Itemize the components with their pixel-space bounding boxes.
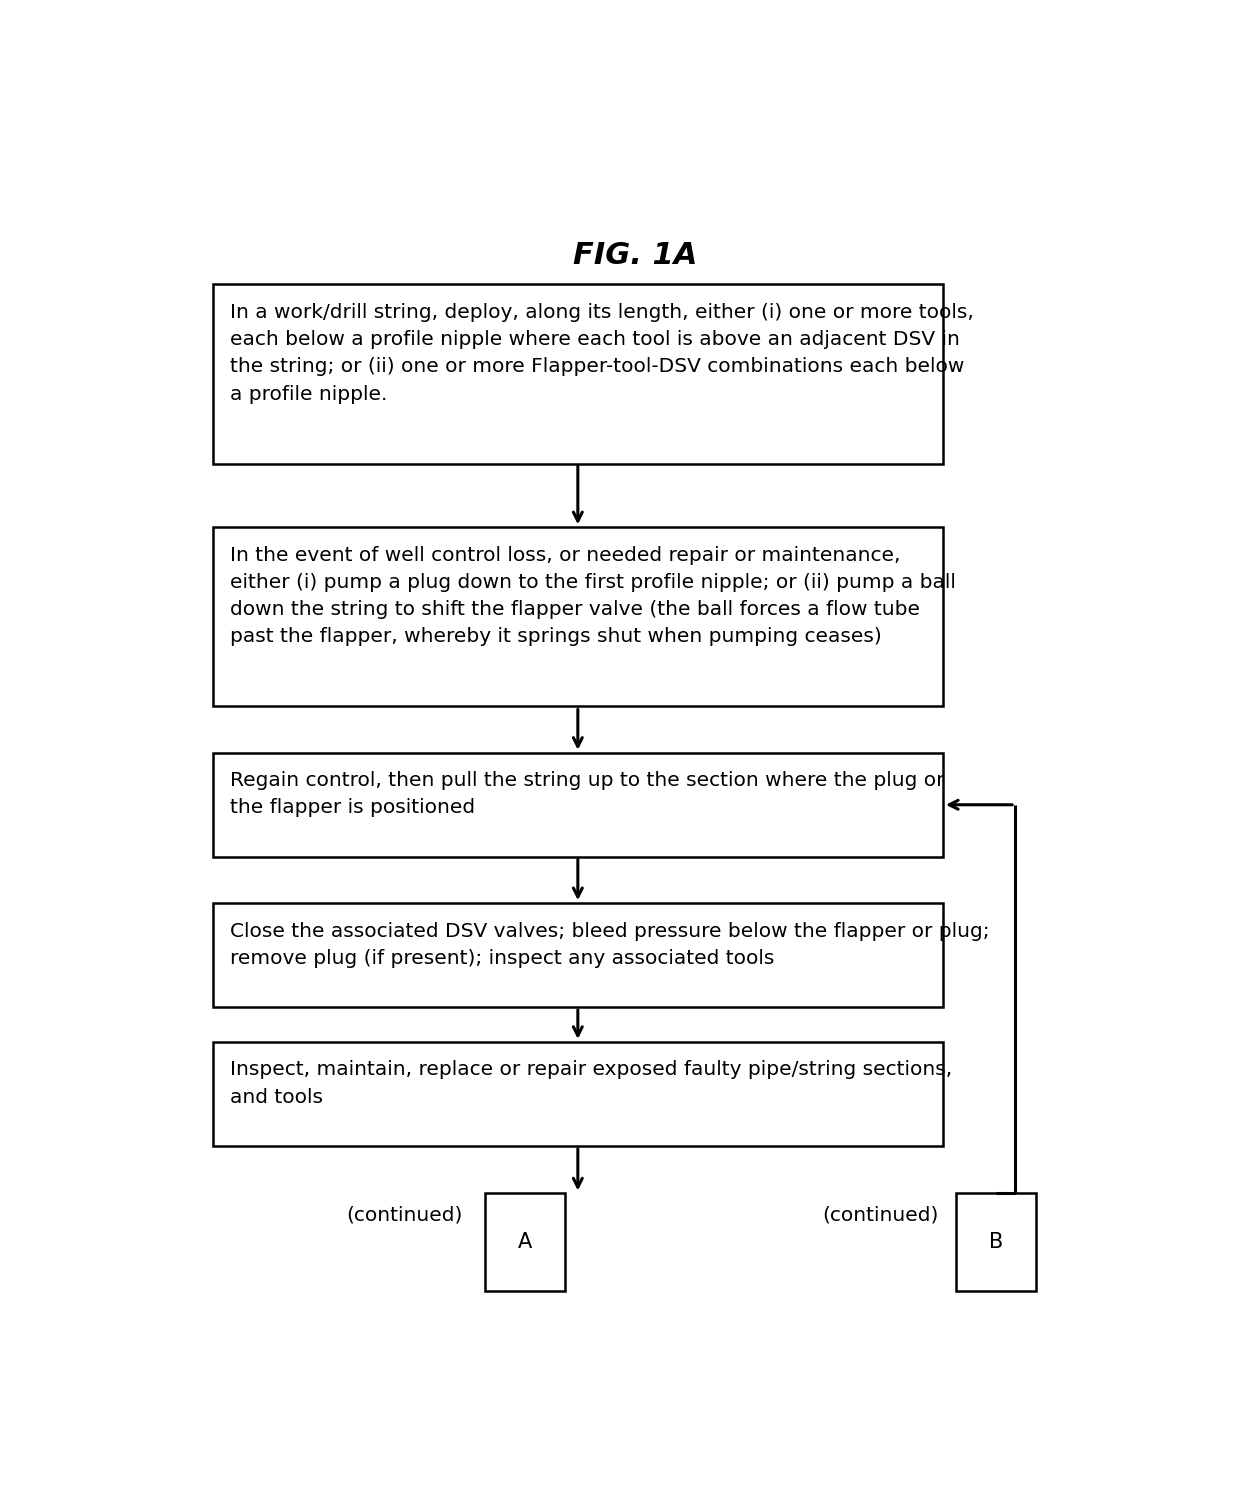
Text: In the event of well control loss, or needed repair or maintenance,
either (i) p: In the event of well control loss, or ne… bbox=[229, 545, 956, 646]
FancyBboxPatch shape bbox=[213, 284, 944, 464]
Text: FIG. 1A: FIG. 1A bbox=[573, 240, 698, 270]
FancyBboxPatch shape bbox=[485, 1194, 565, 1290]
Text: Regain control, then pull the string up to the section where the plug or
the fla: Regain control, then pull the string up … bbox=[229, 771, 945, 817]
Text: A: A bbox=[518, 1232, 532, 1253]
FancyBboxPatch shape bbox=[213, 903, 944, 1008]
Text: B: B bbox=[988, 1232, 1003, 1253]
FancyBboxPatch shape bbox=[213, 1042, 944, 1146]
Text: Inspect, maintain, replace or repair exposed faulty pipe/string sections,
and to: Inspect, maintain, replace or repair exp… bbox=[229, 1060, 952, 1107]
FancyBboxPatch shape bbox=[213, 527, 944, 706]
Text: Close the associated DSV valves; bleed pressure below the flapper or plug;
remov: Close the associated DSV valves; bleed p… bbox=[229, 922, 990, 967]
Text: (continued): (continued) bbox=[347, 1206, 463, 1224]
Text: (continued): (continued) bbox=[822, 1206, 939, 1224]
FancyBboxPatch shape bbox=[213, 753, 944, 856]
Text: In a work/drill string, deploy, along its length, either (i) one or more tools,
: In a work/drill string, deploy, along it… bbox=[229, 303, 973, 404]
FancyBboxPatch shape bbox=[956, 1194, 1037, 1290]
